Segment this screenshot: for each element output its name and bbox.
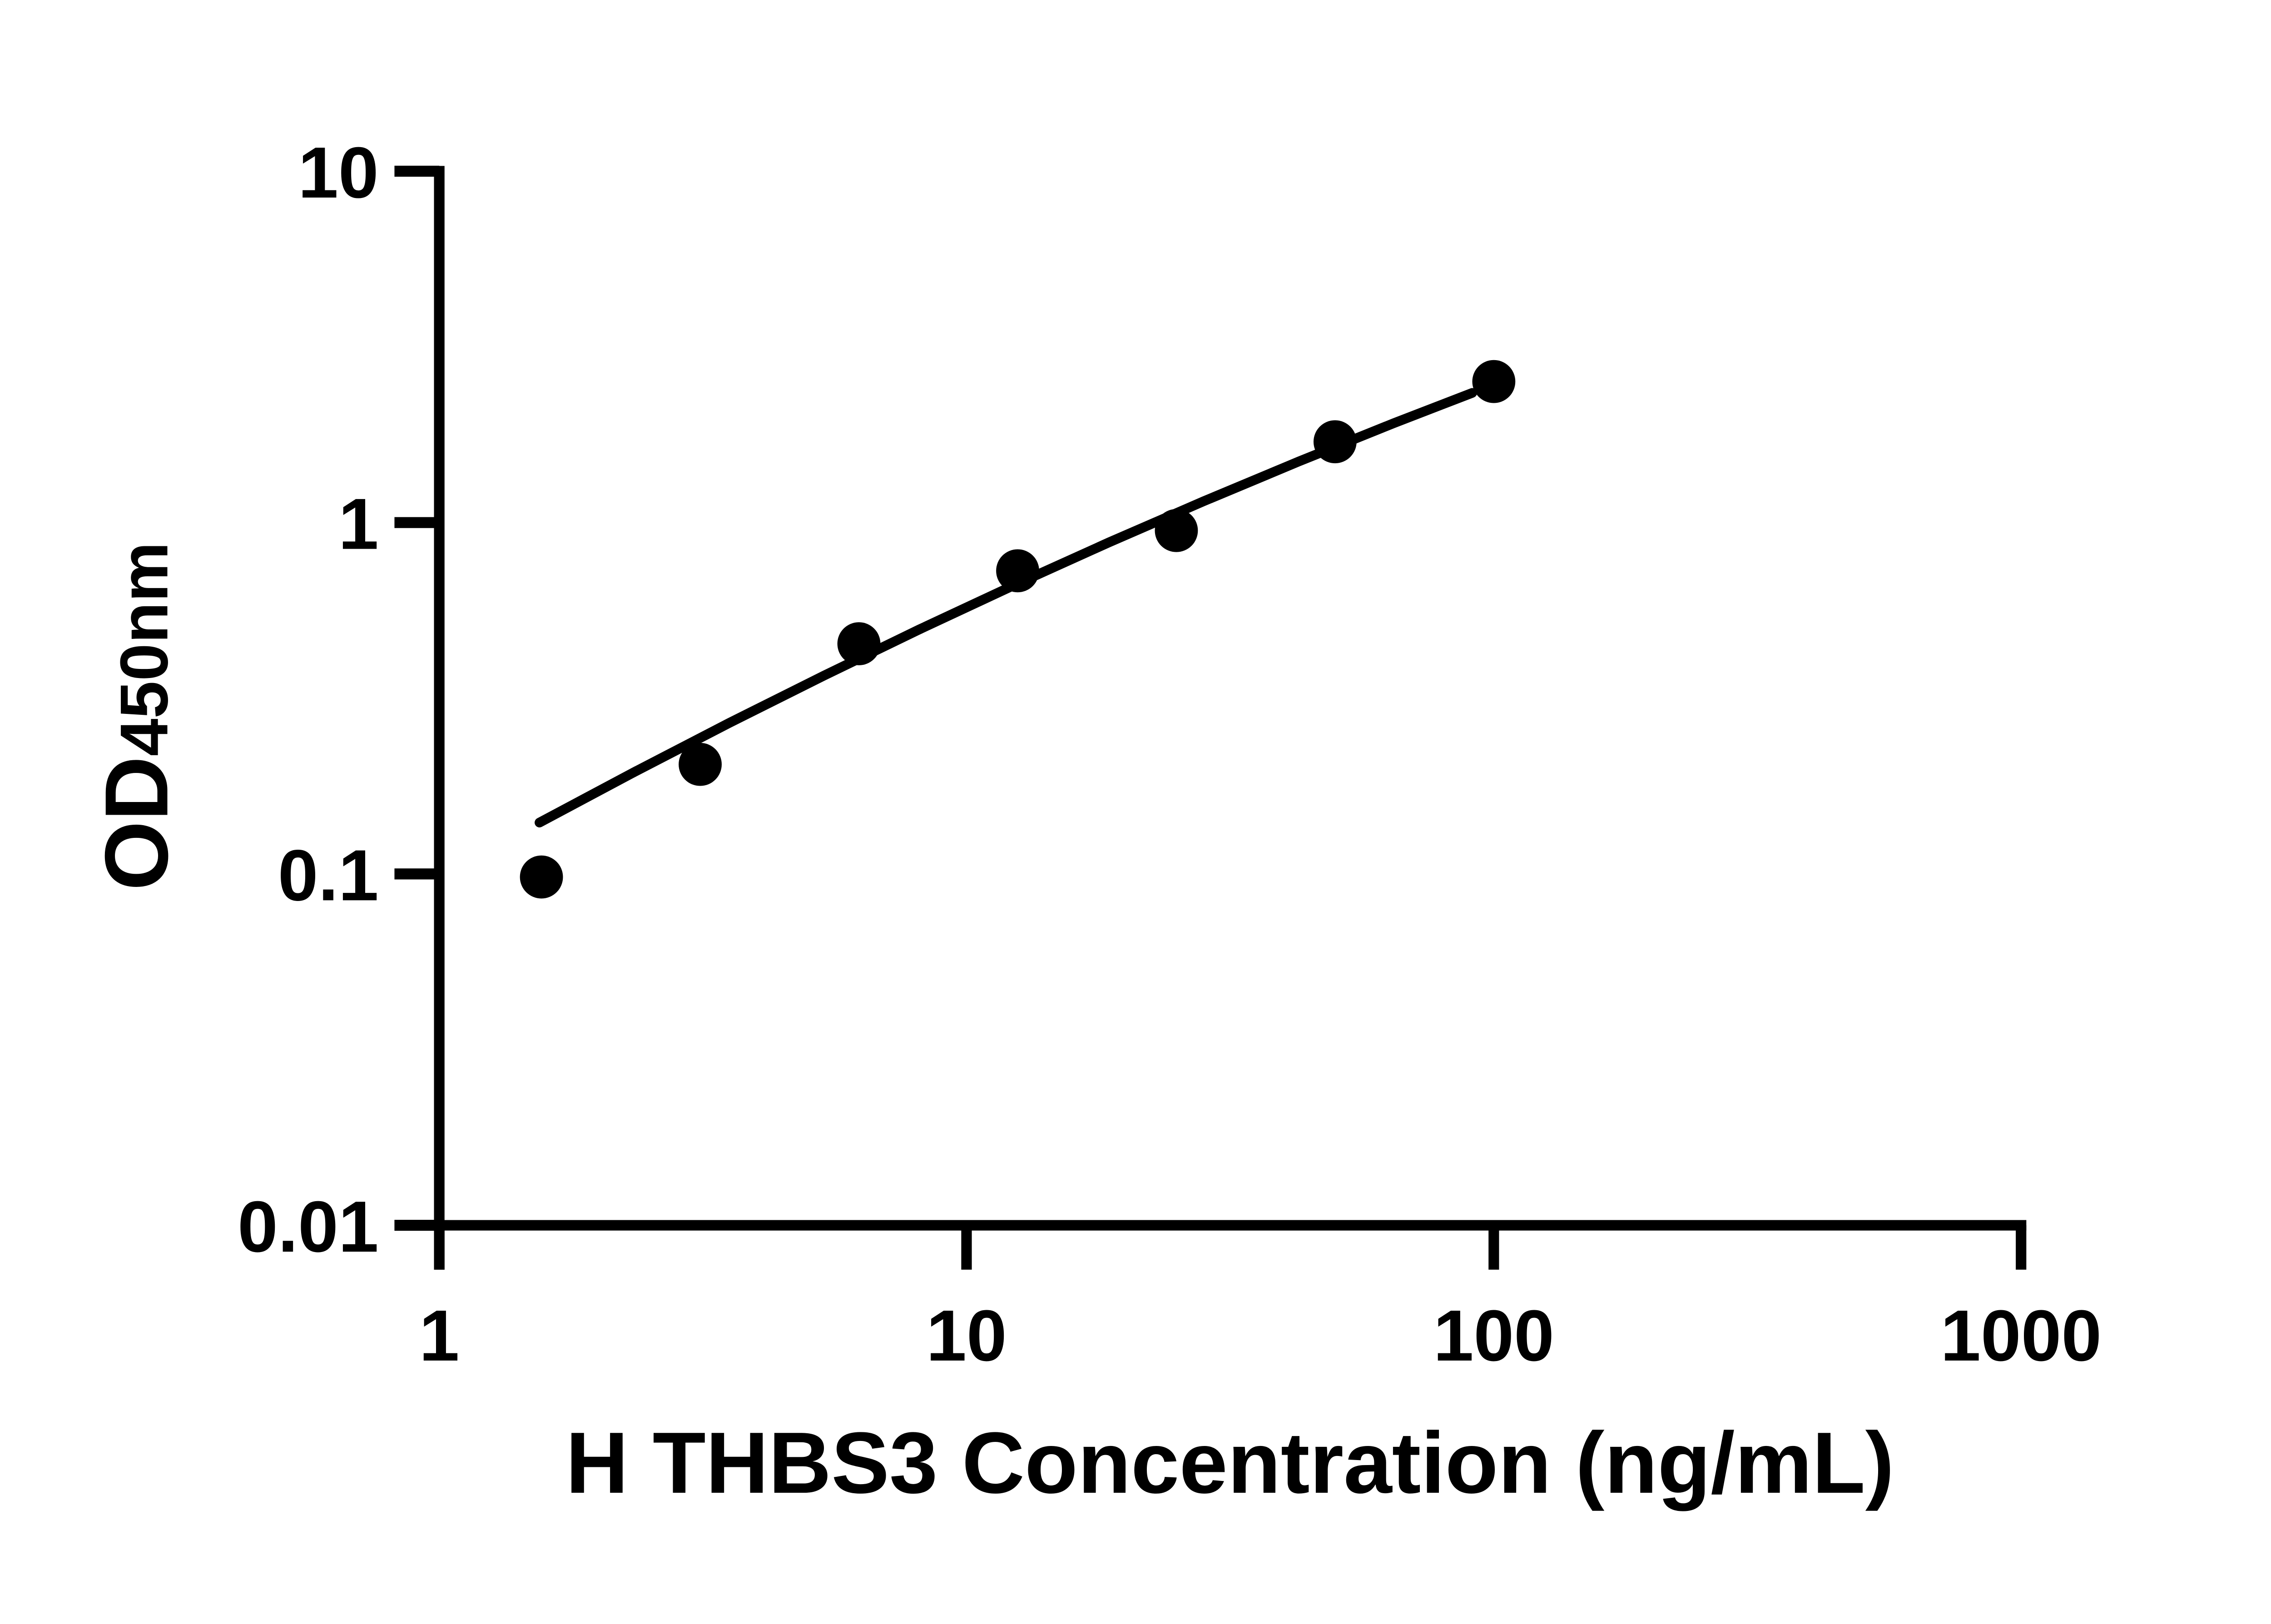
data-point (1472, 360, 1516, 403)
x-tick-label: 10 (926, 1295, 1007, 1376)
data-point (1155, 509, 1198, 552)
chart-background (0, 26, 2271, 1598)
y-axis-title: OD450nm (86, 542, 186, 891)
x-axis-title: H THBS3 Concentration (ng/mL) (565, 1414, 1894, 1511)
y-axis-title-main: OD (86, 756, 186, 891)
y-tick-label: 1 (338, 484, 379, 564)
y-tick-label: 0.1 (278, 835, 379, 916)
data-point (679, 743, 722, 786)
data-point (1313, 420, 1357, 464)
y-tick-label: 10 (298, 132, 378, 213)
x-tick-label: 1000 (1940, 1295, 2102, 1376)
y-tick-label: 0.01 (238, 1186, 379, 1267)
x-tick-label: 1 (419, 1295, 460, 1376)
data-point (837, 622, 881, 665)
data-point (996, 549, 1039, 593)
x-tick-label: 100 (1433, 1295, 1554, 1376)
y-axis-title-sub: 450nm (106, 542, 182, 756)
data-point (520, 855, 563, 899)
